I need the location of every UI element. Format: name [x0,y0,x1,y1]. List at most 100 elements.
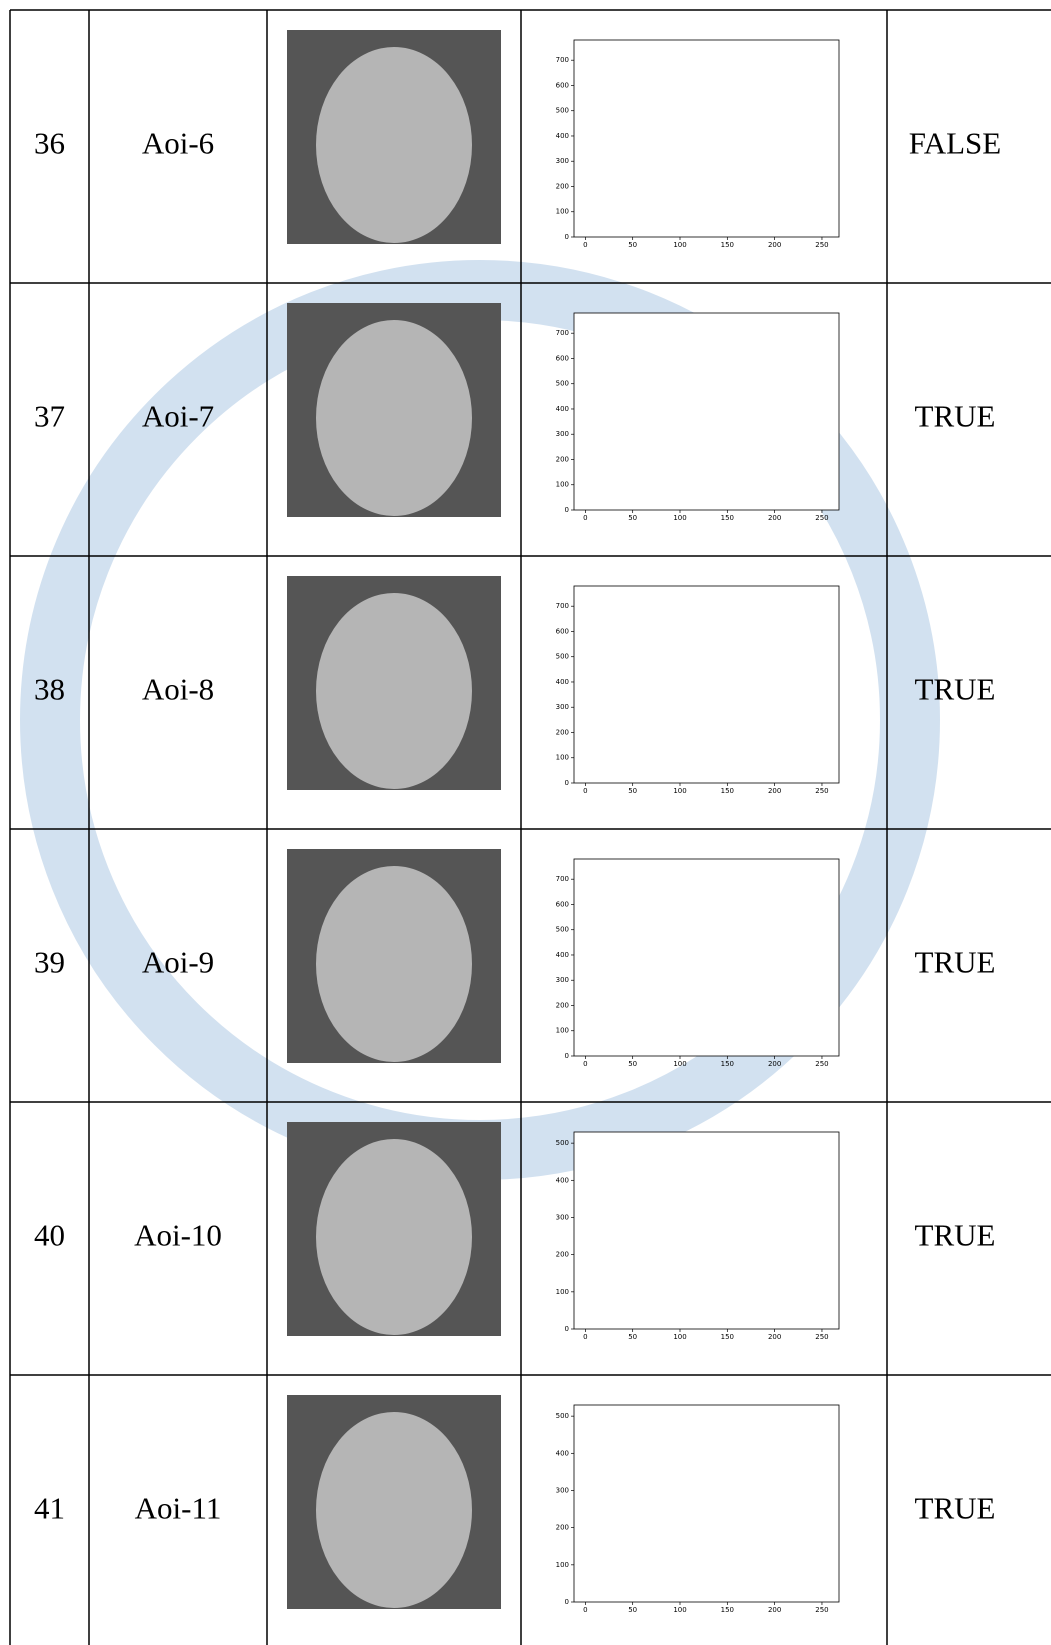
x-tick-label: 250 [815,1060,828,1068]
y-tick-label: 100 [556,208,569,216]
x-tick-label: 150 [721,1333,734,1341]
table-row: 36 Aoi-6 FALSE 0 50 100 150 200 250 0 100 200 300 400… [34,30,1001,249]
row-result: TRUE [915,945,996,980]
row-name: Aoi-11 [135,1491,222,1526]
y-tick-label: 0 [565,506,569,514]
x-tick-label: 0 [583,1060,587,1068]
face-shape [316,1412,472,1608]
x-tick-label: 50 [628,514,637,522]
y-tick-label: 300 [556,703,569,711]
histogram-frame [573,312,840,511]
x-tick-label: 100 [673,787,686,795]
y-tick-label: 200 [556,1524,569,1532]
y-tick-label: 100 [556,1027,569,1035]
y-tick-label: 300 [556,976,569,984]
y-tick-label: 300 [556,157,569,165]
histogram-frame [573,1404,840,1603]
x-tick-label: 200 [768,514,781,522]
x-tick-label: 150 [721,241,734,249]
face-shape [316,47,472,243]
x-tick-label: 200 [768,1333,781,1341]
face-shape [316,593,472,789]
y-tick-label: 400 [556,132,569,140]
y-tick-label: 600 [556,900,569,908]
x-tick-label: 50 [628,787,637,795]
row-result: TRUE [915,1491,996,1526]
y-tick-label: 700 [556,56,569,64]
row-result: TRUE [915,399,996,434]
y-tick-label: 0 [565,1052,569,1060]
x-tick-label: 250 [815,1606,828,1614]
y-tick-label: 600 [556,627,569,635]
row-number: 41 [34,1491,65,1526]
y-tick-label: 200 [556,455,569,463]
x-tick-label: 0 [583,514,587,522]
table-row: 37 Aoi-7 TRUE 0 50 100 150 200 250 0 100 200 300 400 5… [34,303,995,522]
x-tick-label: 100 [673,241,686,249]
x-tick-label: 100 [673,1606,686,1614]
table-row: 40 Aoi-10 TRUE 0 50 100 150 200 250 0 100 200 300 400… [34,1122,995,1341]
row-result: TRUE [915,1218,996,1253]
row-number: 40 [34,1218,65,1253]
histogram-frame [573,858,840,1057]
x-tick-label: 150 [721,1606,734,1614]
x-tick-label: 200 [768,787,781,795]
face-shape [316,866,472,1062]
row-name: Aoi-7 [142,399,214,434]
y-tick-label: 600 [556,354,569,362]
x-tick-label: 150 [721,1060,734,1068]
table-row: 39 Aoi-9 TRUE 0 50 100 150 200 250 0 100 200 300 400 5… [34,849,995,1068]
row-result: TRUE [915,672,996,707]
y-tick-label: 0 [565,233,569,241]
x-tick-label: 0 [583,787,587,795]
x-tick-label: 200 [768,1060,781,1068]
x-tick-label: 50 [628,1333,637,1341]
face-shape [316,320,472,516]
row-number: 37 [34,399,65,434]
y-tick-label: 500 [556,1139,569,1147]
row-name: Aoi-6 [142,126,214,161]
x-tick-label: 150 [721,514,734,522]
y-tick-label: 500 [556,1412,569,1420]
y-tick-label: 0 [565,1325,569,1333]
x-tick-label: 50 [628,241,637,249]
row-number: 36 [34,126,65,161]
x-tick-label: 0 [583,1606,587,1614]
histogram-frame [573,39,840,238]
y-tick-label: 0 [565,779,569,787]
y-tick-label: 200 [556,1001,569,1009]
y-tick-label: 200 [556,182,569,190]
y-tick-label: 500 [556,926,569,934]
y-tick-label: 300 [556,1486,569,1494]
x-tick-label: 0 [583,241,587,249]
y-tick-label: 600 [556,81,569,89]
y-tick-label: 700 [556,875,569,883]
y-tick-label: 300 [556,1213,569,1221]
y-tick-label: 100 [556,754,569,762]
x-tick-label: 50 [628,1606,637,1614]
y-tick-label: 400 [556,405,569,413]
face-shape [316,1139,472,1335]
x-tick-label: 50 [628,1060,637,1068]
row-number: 39 [34,945,65,980]
x-tick-label: 100 [673,1060,686,1068]
histogram-frame [573,585,840,784]
x-tick-label: 250 [815,787,828,795]
y-tick-label: 500 [556,380,569,388]
histogram-frame [573,1131,840,1330]
x-tick-label: 200 [768,241,781,249]
row-name: Aoi-10 [134,1218,222,1253]
y-tick-label: 500 [556,107,569,115]
x-tick-label: 250 [815,1333,828,1341]
x-tick-label: 250 [815,241,828,249]
y-tick-label: 200 [556,1251,569,1259]
y-tick-label: 200 [556,728,569,736]
y-tick-label: 400 [556,678,569,686]
row-number: 38 [34,672,65,707]
y-tick-label: 100 [556,1561,569,1569]
x-tick-label: 100 [673,514,686,522]
y-tick-label: 300 [556,430,569,438]
y-tick-label: 100 [556,1288,569,1296]
